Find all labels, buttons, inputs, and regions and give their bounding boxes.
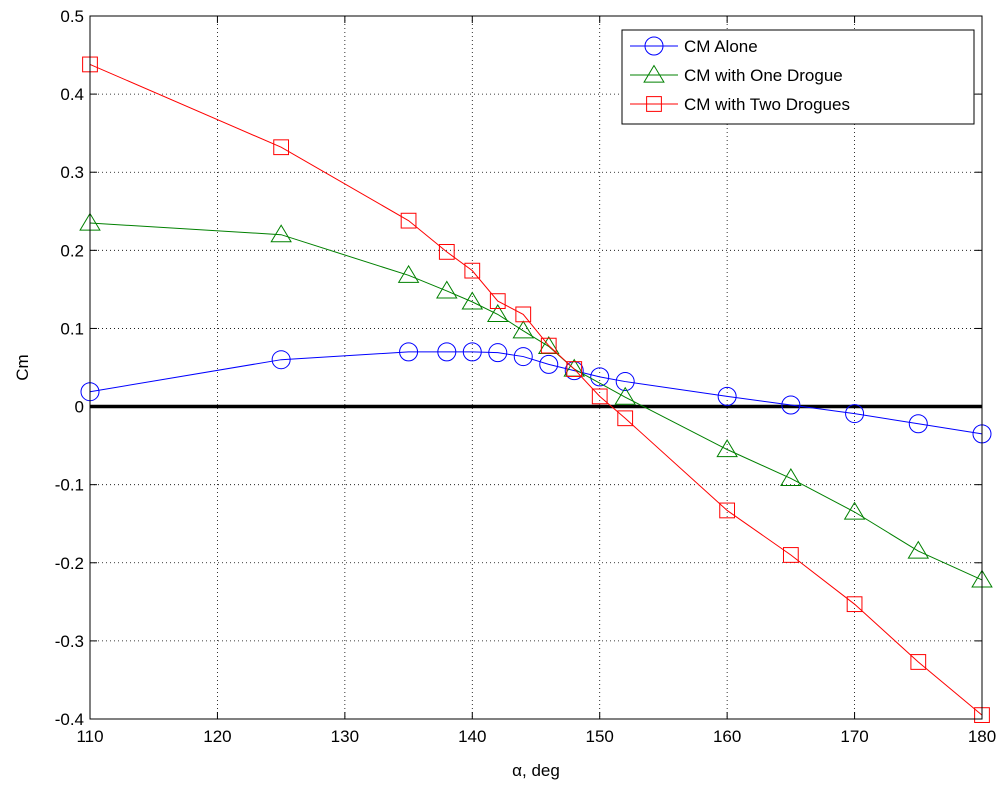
data-point-circle [513, 347, 533, 367]
data-point-square [846, 596, 863, 613]
data-point-triangle [270, 224, 292, 243]
data-point-square [464, 262, 481, 279]
data-point-square [273, 139, 290, 156]
data-point-triangle [397, 264, 420, 283]
y-tick-label: 0.2 [60, 241, 84, 260]
y-axis-title: Cm [13, 354, 32, 380]
data-point-square [719, 502, 736, 519]
x-tick-label: 180 [968, 727, 996, 746]
x-tick-label: 130 [331, 727, 359, 746]
y-tick-label: 0.3 [60, 163, 84, 182]
data-point-square [782, 547, 799, 563]
data-point-square [617, 410, 634, 427]
data-point-square [515, 306, 532, 323]
data-point-square [438, 244, 455, 260]
series-line [89, 222, 983, 581]
data-point-square [540, 337, 557, 354]
data-point-circle [399, 342, 419, 362]
tick-label-layer: 110 120 130 140 150 160 170 180 -0.4 -0.3 -0.2 -0.1… [55, 7, 996, 746]
data-point-triangle [486, 303, 509, 322]
data-point-square [400, 212, 417, 229]
x-tick-label: 160 [713, 727, 741, 746]
legend: CM Alone CM with One Drogue CM with Two Dr… [621, 29, 975, 125]
data-point-triangle [461, 291, 484, 310]
legend-marker-triangle [643, 64, 665, 83]
data-point-circle [615, 372, 635, 392]
legend-label: CM Alone [684, 37, 758, 56]
data-point-square [591, 388, 608, 405]
legend-label: CM with One Drogue [684, 66, 843, 85]
data-point-circle [462, 342, 482, 362]
legend-label: CM with Two Drogues [684, 95, 850, 114]
series-layer [79, 56, 993, 723]
x-axis-title: α, deg [512, 761, 560, 780]
data-point-triangle [436, 280, 458, 299]
plot-frame [89, 15, 983, 720]
data-point-circle [845, 404, 865, 424]
y-tick-label: -0.1 [55, 476, 84, 495]
y-tick-label: 0 [75, 398, 84, 417]
y-tick-label: 0.5 [60, 7, 84, 26]
data-point-triangle [780, 467, 802, 487]
legend-marker-square [646, 96, 662, 112]
tick-layer [89, 15, 983, 720]
y-tick-label: -0.4 [55, 710, 84, 729]
data-point-circle [590, 367, 610, 387]
data-point-circle [781, 395, 801, 415]
legend-marker-circle [644, 36, 664, 56]
data-point-square [489, 293, 506, 309]
data-point-circle [271, 350, 291, 370]
data-point-circle [717, 386, 737, 406]
data-point-circle [437, 342, 457, 362]
x-tick-label: 150 [586, 727, 614, 746]
legend-box [621, 29, 975, 125]
data-point-circle [488, 343, 508, 363]
x-tick-label: 140 [458, 727, 486, 746]
data-point-square [566, 361, 583, 377]
data-point-triangle [512, 320, 535, 339]
y-tick-label: 0.1 [60, 319, 84, 338]
y-tick-label: 0.4 [60, 85, 84, 104]
x-tick-label: 120 [203, 727, 231, 746]
data-point-triangle [716, 439, 738, 458]
data-point-circle [908, 414, 928, 434]
data-point-circle [539, 354, 559, 374]
data-point-square [910, 654, 927, 670]
x-tick-label: 170 [840, 727, 868, 746]
y-tick-label: -0.3 [55, 632, 84, 651]
data-point-triangle [843, 501, 866, 520]
x-tick-label: 110 [76, 727, 103, 746]
series-line [89, 351, 983, 435]
data-point-triangle [907, 540, 930, 559]
series-line [89, 63, 983, 716]
data-point-triangle [614, 386, 636, 405]
y-tick-label: -0.2 [55, 554, 84, 573]
